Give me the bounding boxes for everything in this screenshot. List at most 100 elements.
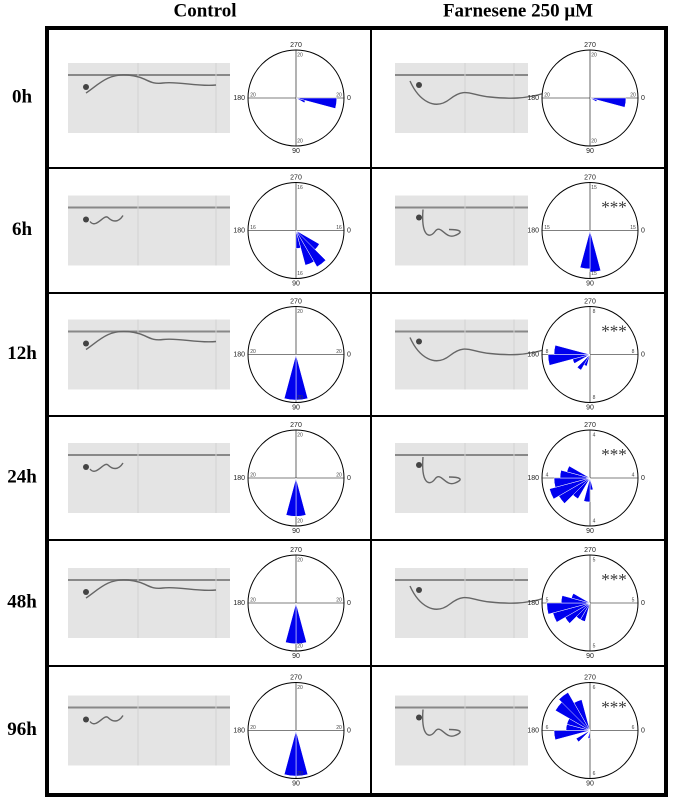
row-label: 0h [12, 86, 33, 107]
rose-petal [576, 354, 591, 371]
root-image [395, 195, 528, 266]
photo-bg [68, 695, 230, 766]
radial-label: 16 [297, 185, 303, 191]
rose-petal [295, 230, 301, 249]
row-label: 24h [7, 466, 37, 487]
root [89, 715, 124, 725]
photo-bg [68, 568, 230, 638]
root [421, 709, 461, 737]
photo-bg [395, 695, 528, 766]
seed [416, 82, 422, 88]
radial-label: 5 [593, 557, 596, 563]
radial-label: 20 [250, 92, 256, 98]
root [89, 215, 124, 225]
root [85, 74, 217, 94]
radial-label: 20 [250, 349, 256, 355]
rose-petal [283, 354, 297, 401]
root-image [395, 568, 546, 638]
angle-label: 90 [586, 528, 594, 535]
root-image [395, 319, 546, 390]
radial-label: 20 [297, 518, 303, 524]
radial-label: 20 [544, 92, 550, 98]
radial-label: 20 [297, 643, 303, 649]
radial-label: 15 [591, 271, 597, 277]
radial-label: 6 [593, 771, 596, 777]
radial-label: 8 [593, 395, 596, 401]
radial-label: 16 [250, 225, 256, 231]
rose-petal [546, 602, 591, 615]
root-image [68, 63, 230, 133]
seed [83, 589, 89, 595]
radial-label: 6 [632, 725, 635, 731]
radial-label: 15 [630, 225, 636, 231]
rose-petal [285, 602, 297, 645]
radial-label: 20 [336, 597, 342, 603]
seed [83, 216, 89, 223]
significance: *** [601, 445, 627, 464]
seed [416, 338, 422, 345]
angle-label: 90 [586, 280, 594, 287]
radial-label: 20 [630, 92, 636, 98]
rose-petal [589, 97, 627, 108]
radial-label: 4 [632, 472, 635, 478]
photo-bg [68, 195, 230, 266]
angle-label: 90 [292, 780, 300, 787]
angle-label: 270 [584, 674, 596, 681]
radial-label: 20 [250, 725, 256, 731]
radial-label: 16 [336, 225, 342, 231]
angle-label: 90 [586, 148, 594, 155]
rose-petal [558, 692, 591, 731]
rose-petal [566, 465, 591, 479]
rose-petal [283, 730, 297, 777]
rose-petal [587, 730, 591, 739]
radial-label: 20 [297, 309, 303, 315]
rose-petal [573, 699, 591, 731]
angle-label: 270 [584, 422, 596, 429]
angle-label: 270 [290, 42, 302, 49]
angle-label: 90 [292, 528, 300, 535]
angle-label: 180 [527, 475, 539, 482]
rose-petal [571, 593, 591, 604]
significance: *** [601, 697, 627, 716]
root [421, 209, 461, 237]
angle-label: 180 [527, 95, 539, 102]
angle-label: 0 [641, 600, 645, 607]
angle-label: 0 [347, 95, 351, 102]
radial-label: 4 [593, 432, 596, 438]
photo-bg [395, 195, 528, 266]
rose-petal [589, 230, 602, 273]
seed [83, 340, 89, 347]
seed [83, 464, 89, 470]
radial-label: 20 [336, 349, 342, 355]
radial-label: 15 [591, 185, 597, 191]
angle-label: 0 [347, 600, 351, 607]
root [85, 330, 217, 351]
photo-bg [395, 443, 528, 513]
rose-petal [575, 730, 591, 743]
rose-petal [583, 477, 591, 503]
root [85, 579, 217, 599]
radial-label: 8 [593, 309, 596, 315]
angle-label: 0 [347, 727, 351, 734]
radial-label: 20 [297, 138, 303, 144]
rose-petal [579, 230, 591, 270]
angle-label: 0 [641, 475, 645, 482]
radial-label: 5 [546, 597, 549, 603]
row-label: 12h [7, 343, 37, 364]
root [89, 462, 124, 472]
angle-label: 270 [290, 422, 302, 429]
seed [416, 214, 422, 221]
row-label: 48h [7, 591, 37, 612]
root [409, 337, 546, 362]
rose-petal [295, 230, 315, 266]
angle-label: 90 [292, 653, 300, 660]
angle-label: 90 [292, 280, 300, 287]
significance: *** [601, 321, 627, 340]
radial-label: 6 [593, 685, 596, 691]
angle-label: 180 [233, 727, 245, 734]
radial-label: 8 [632, 349, 635, 355]
angle-label: 270 [290, 174, 302, 181]
rose-petal [589, 97, 598, 102]
angle-label: 180 [233, 351, 245, 358]
angle-label: 90 [586, 653, 594, 660]
